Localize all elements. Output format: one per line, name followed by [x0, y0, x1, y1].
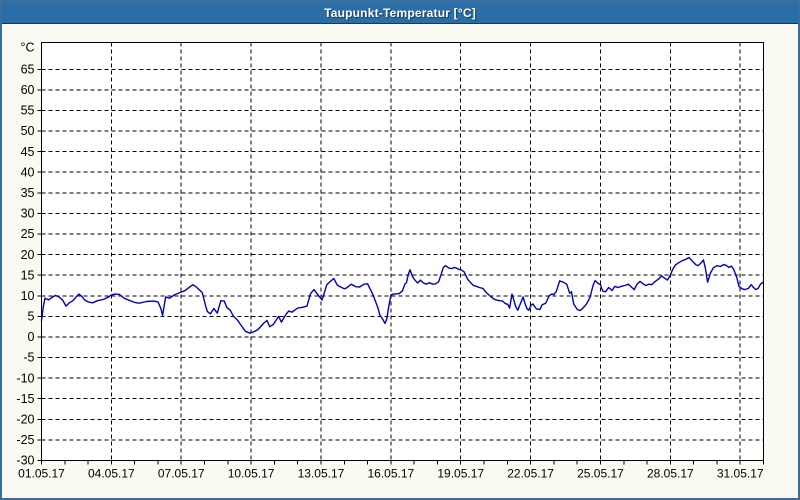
y-tick-label: 25 — [21, 227, 35, 241]
x-tick-label: 10.05.17 — [228, 467, 275, 481]
y-tick-label: -5 — [23, 351, 34, 365]
y-tick-label: -15 — [16, 392, 34, 406]
y-tick-label: -20 — [16, 413, 34, 427]
x-tick-label: 28.05.17 — [647, 467, 694, 481]
y-axis-unit-label: °C — [20, 41, 34, 55]
y-tick-label: 65 — [21, 62, 35, 76]
y-tick-label: 40 — [21, 165, 35, 179]
y-tick-label: 55 — [21, 104, 35, 118]
y-tick-label: -30 — [16, 454, 34, 468]
y-tick-label: -10 — [16, 371, 34, 385]
x-tick-label: 19.05.17 — [437, 467, 484, 481]
x-tick-label: 31.05.17 — [717, 467, 764, 481]
window-title-bar: Taupunkt-Temperatur [°C] — [2, 2, 798, 24]
x-tick-label: 16.05.17 — [367, 467, 414, 481]
x-tick-label: 04.05.17 — [88, 467, 135, 481]
dewpoint-chart: 65605550454035302520151050-5-10-15-20-25… — [16, 41, 764, 481]
chart-canvas: 65 60 55 50 45 40 35 30 25 20 15 10 5 0 -5 -10 -15 -20 -25… — [4, 26, 798, 498]
y-tick-label: 50 — [21, 124, 35, 138]
window-title: Taupunkt-Temperatur [°C] — [324, 5, 476, 20]
y-tick-label: 20 — [21, 248, 35, 262]
x-tick-label: 22.05.17 — [507, 467, 554, 481]
x-tick-label: 13.05.17 — [298, 467, 345, 481]
x-tick-label: 01.05.17 — [18, 467, 65, 481]
y-tick-label: 45 — [21, 145, 35, 159]
y-tick-label: 30 — [21, 207, 35, 221]
y-tick-label: 60 — [21, 83, 35, 97]
plot-frame — [41, 42, 764, 461]
y-tick-label: 5 — [28, 310, 35, 324]
x-tick-label: 07.05.17 — [158, 467, 205, 481]
y-tick-label: 15 — [21, 268, 35, 282]
dewpoint-series-line — [40, 256, 764, 334]
x-tick-label: 25.05.17 — [577, 467, 624, 481]
y-tick-label: 0 — [28, 330, 35, 344]
y-tick-label: -25 — [16, 433, 34, 447]
y-tick-label: 10 — [21, 289, 35, 303]
y-tick-label: 35 — [21, 186, 35, 200]
